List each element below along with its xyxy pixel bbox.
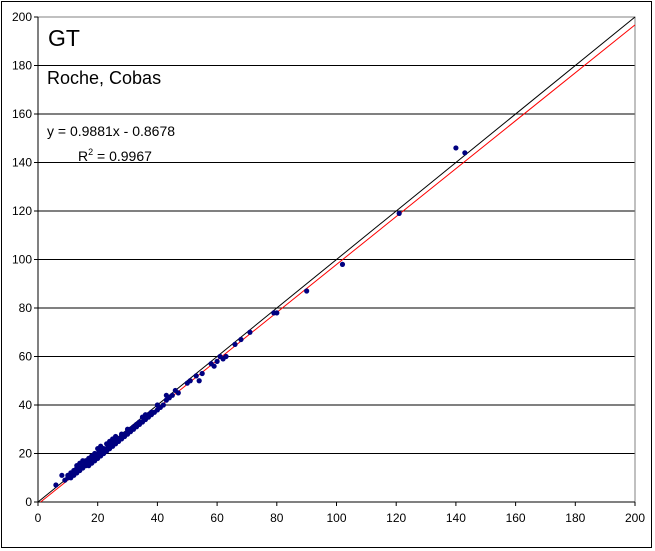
- y-tick-label-160: 160: [12, 107, 32, 121]
- data-point: [187, 378, 193, 384]
- x-tick-label-20: 20: [91, 511, 105, 525]
- data-point: [223, 353, 229, 360]
- y-tick-label-40: 40: [19, 398, 33, 412]
- axes-layer: 0 20 40 60 80 100 120 140 160 180 200 0 20 40 60 80 100 1…: [12, 10, 645, 525]
- data-point: [175, 390, 181, 396]
- x-tick-label-40: 40: [151, 511, 165, 525]
- y-tick-label-20: 20: [19, 447, 33, 461]
- r-squared-value: = 0.9967: [93, 148, 152, 164]
- y-tick-label-140: 140: [12, 156, 32, 170]
- r-squared-exponent: 2: [88, 147, 93, 157]
- y-tick-label-80: 80: [19, 301, 33, 315]
- x-tick-label-100: 100: [326, 511, 346, 525]
- data-point: [238, 336, 244, 343]
- x-tick-label-200: 200: [625, 511, 645, 525]
- data-point: [462, 150, 468, 156]
- data-point: [453, 145, 459, 151]
- chart-title: GT: [48, 25, 80, 51]
- data-point: [304, 288, 310, 294]
- chart-subtitle: Roche, Cobas: [47, 68, 161, 88]
- x-tick-label-80: 80: [270, 511, 284, 525]
- y-tick-label-180: 180: [12, 59, 32, 73]
- data-point: [396, 210, 402, 217]
- x-tick-label-140: 140: [446, 511, 466, 525]
- data-point: [214, 358, 220, 364]
- data-point: [339, 261, 346, 267]
- y-tick-label-60: 60: [19, 350, 33, 364]
- regression-equation: y = 0.9881x - 0.8678: [47, 123, 175, 139]
- data-point: [196, 378, 202, 384]
- y-tick-label-120: 120: [12, 204, 32, 218]
- data-point: [169, 392, 175, 398]
- grid-layer: [38, 65, 635, 454]
- data-point: [160, 402, 166, 408]
- x-tick-label-0: 0: [35, 511, 42, 525]
- data-point: [199, 370, 205, 377]
- r-squared-label: R2 = 0.9967: [78, 147, 152, 164]
- data-point: [247, 329, 253, 335]
- y-tick-label-0: 0: [25, 495, 32, 509]
- data-point: [211, 363, 217, 369]
- data-points: [53, 145, 468, 488]
- x-tick-label-180: 180: [565, 511, 585, 525]
- data-point: [59, 472, 65, 478]
- y-tick-label-100: 100: [12, 253, 32, 267]
- data-point: [53, 482, 59, 488]
- r-squared-symbol: R: [78, 148, 88, 164]
- data-point: [193, 373, 199, 379]
- y-tick-label-200: 200: [12, 10, 32, 24]
- data-point: [232, 341, 238, 347]
- x-tick-label-60: 60: [210, 511, 224, 525]
- x-tick-label-120: 120: [386, 511, 406, 525]
- data-point: [274, 310, 280, 316]
- x-tick-label-160: 160: [506, 511, 526, 525]
